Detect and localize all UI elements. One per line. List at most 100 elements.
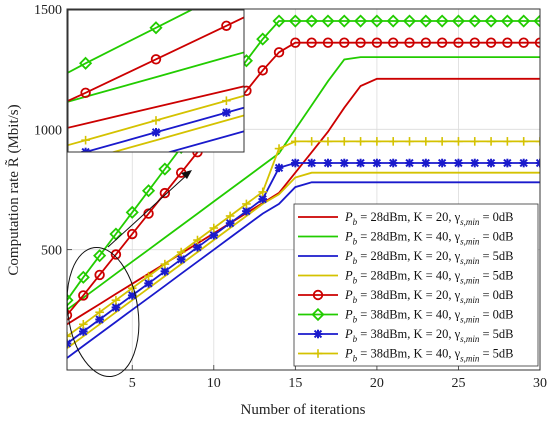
data-point — [356, 158, 365, 168]
data-point — [337, 14, 351, 28]
legend-label: Pb = 28dBm, K = 40, γs,min = 0dB — [344, 230, 514, 247]
series-path — [67, 171, 540, 350]
data-point — [81, 135, 90, 145]
data-point — [500, 14, 514, 28]
data-point — [225, 211, 235, 221]
legend-entry: Pb = 28dBm, K = 20, γs,min = 0dB — [298, 210, 514, 227]
data-point — [78, 290, 89, 301]
legend-label: Pb = 38dBm, K = 40, γs,min = 0dB — [344, 308, 514, 325]
data-point — [419, 14, 433, 28]
data-point — [67, 293, 74, 307]
data-point — [176, 247, 186, 257]
data-point — [127, 228, 138, 240]
series-line — [67, 56, 540, 311]
data-point — [470, 158, 480, 168]
data-point — [486, 137, 496, 146]
data-point — [221, 20, 232, 31]
legend: Pb = 28dBm, K = 20, γs,min = 0dB Pb = 28d… — [293, 203, 539, 367]
data-point — [312, 289, 324, 301]
data-point — [370, 14, 384, 28]
data-point — [339, 37, 350, 48]
data-point — [80, 87, 91, 99]
inset-series-line — [68, 94, 244, 147]
data-point — [469, 37, 480, 48]
data-point — [388, 158, 398, 168]
data-point — [502, 37, 513, 48]
data-point — [311, 307, 325, 322]
data-point — [141, 184, 156, 198]
data-point — [484, 14, 498, 28]
data-point — [258, 187, 268, 197]
data-point — [110, 249, 122, 260]
inset-zoom — [67, 9, 245, 153]
x-tick-label: 25 — [451, 376, 465, 391]
inset-frame — [67, 9, 245, 153]
legend-label: Pb = 28dBm, K = 40, γs,min = 5dB — [344, 269, 514, 286]
data-point — [503, 137, 512, 146]
data-point — [222, 108, 231, 117]
data-point — [79, 56, 93, 70]
series-line — [67, 171, 540, 350]
legend-label: Pb = 38dBm, K = 40, γs,min = 5dB — [344, 347, 514, 364]
data-point — [405, 158, 414, 168]
data-point — [193, 242, 202, 252]
data-point — [256, 32, 270, 46]
zoom-ellipse — [66, 246, 140, 378]
data-point — [355, 37, 366, 48]
data-point — [149, 21, 163, 35]
series-line — [67, 37, 540, 321]
y-axis-label: Computation rate R̃ (Mbit/s) — [5, 104, 22, 275]
data-point — [274, 163, 284, 173]
legend-box — [293, 203, 539, 367]
data-point — [273, 47, 285, 58]
series-path — [67, 181, 540, 359]
y-tick-label: 1000 — [34, 123, 62, 138]
legend-label: Pb = 28dBm, K = 20, γs,min = 0dB — [344, 210, 514, 227]
data-point — [93, 249, 107, 263]
data-point — [225, 218, 235, 228]
data-point — [242, 199, 251, 209]
data-point — [242, 206, 251, 216]
series-layer — [67, 14, 540, 359]
data-point — [503, 158, 512, 168]
data-point — [313, 329, 323, 339]
data-point — [305, 14, 319, 28]
data-point — [435, 14, 449, 28]
ticks: 5 10 15 20 25 30 500 1000 1500 — [34, 3, 547, 391]
legend-label: Pb = 28dBm, K = 20, γs,min = 5dB — [344, 249, 514, 266]
data-point — [291, 137, 300, 146]
data-point — [151, 116, 161, 125]
data-point — [388, 37, 399, 48]
data-point — [307, 158, 316, 168]
inset-series-line — [68, 16, 244, 102]
data-point — [533, 14, 540, 28]
data-point — [257, 65, 268, 76]
legend-entry: Pb = 28dBm, K = 40, γs,min = 0dB — [298, 230, 514, 247]
legend-entry: Pb = 38dBm, K = 40, γs,min = 5dB — [298, 347, 514, 364]
data-point — [437, 137, 447, 146]
data-point — [307, 137, 316, 146]
data-point — [470, 137, 480, 146]
data-point — [339, 158, 349, 168]
series-line — [67, 181, 540, 359]
x-axis-label: Number of iterations — [241, 402, 366, 418]
data-point — [321, 14, 335, 28]
data-point — [125, 205, 139, 219]
data-point — [150, 54, 162, 65]
y-tick-label: 500 — [41, 244, 62, 259]
data-point — [404, 37, 415, 48]
data-point — [288, 14, 302, 28]
data-point — [535, 158, 540, 168]
data-point — [151, 127, 161, 137]
zoom-arrow-line — [107, 173, 189, 248]
plot-frame — [66, 8, 541, 371]
series-line — [67, 158, 540, 348]
legend-label: Pb = 38dBm, K = 20, γs,min = 5dB — [344, 327, 514, 344]
data-point — [76, 270, 90, 284]
data-point — [209, 223, 219, 233]
zoom-arrow-head — [181, 170, 192, 179]
y-tick-label: 1500 — [34, 3, 62, 18]
data-point — [313, 349, 323, 358]
data-point — [111, 295, 121, 305]
x-tick-label: 20 — [370, 376, 384, 391]
